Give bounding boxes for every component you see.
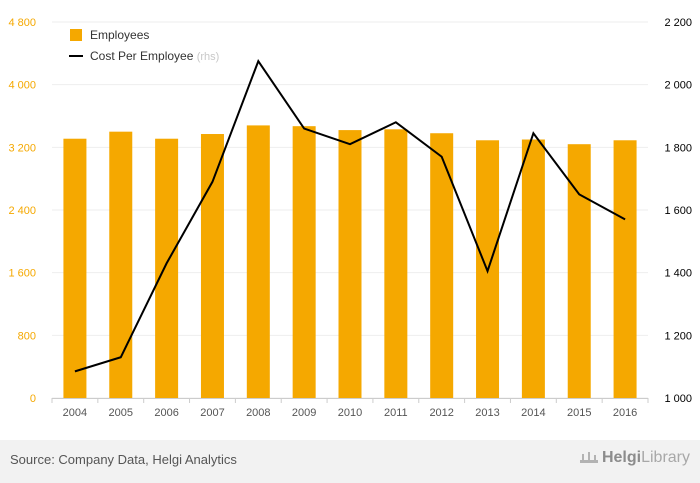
bar <box>155 138 179 398</box>
legend-label-employees: Employees <box>90 28 149 42</box>
bar <box>384 129 408 399</box>
y-right-tick-label: 1 800 <box>664 142 692 154</box>
library-icon <box>579 451 598 463</box>
x-tick-label: 2008 <box>246 407 270 419</box>
x-tick-label: 2007 <box>200 407 224 419</box>
bar <box>338 130 362 398</box>
x-tick-label: 2016 <box>613 407 637 419</box>
x-tick-label: 2011 <box>384 407 408 419</box>
brand-logo: HelgiLibrary <box>579 449 690 467</box>
footer: Source: Company Data, Helgi Analytics He… <box>0 440 700 483</box>
bar <box>63 138 87 398</box>
y-left-tick-label: 2 400 <box>8 205 36 217</box>
x-tick-label: 2012 <box>429 407 453 419</box>
bar <box>246 125 270 399</box>
y-left-tick-label: 800 <box>18 330 36 342</box>
y-right-tick-label: 1 400 <box>664 268 692 280</box>
x-tick-label: 2013 <box>475 407 499 419</box>
x-tick-label: 2014 <box>521 407 545 419</box>
bar <box>292 126 316 398</box>
bar <box>613 140 637 399</box>
x-tick-label: 2006 <box>154 407 178 419</box>
y-left-tick-label: 4 000 <box>8 80 36 92</box>
bar <box>567 144 591 398</box>
y-left-tick-label: 0 <box>30 393 36 405</box>
y-left-tick-label: 1 600 <box>8 268 36 280</box>
y-left-tick-label: 4 800 <box>8 17 36 29</box>
x-tick-label: 2015 <box>567 407 591 419</box>
y-right-tick-label: 2 200 <box>664 17 692 29</box>
legend-suffix-rhs: (rhs) <box>197 51 220 63</box>
y-right-tick-label: 2 000 <box>664 80 692 92</box>
chart: 0 800 1 600 2 400 3 200 4 000 4 800 1 000 1 200 1… <box>8 17 692 419</box>
y-right-tick-label: 1 200 <box>664 330 692 342</box>
x-tick-label: 2004 <box>63 407 87 419</box>
x-tick-label: 2005 <box>109 407 133 419</box>
legend-swatch-employees <box>70 29 82 41</box>
bar <box>521 139 545 398</box>
x-tick-label: 2009 <box>292 407 316 419</box>
y-right-tick-label: 1 000 <box>664 393 692 405</box>
bar <box>109 131 133 398</box>
legend-label-cost-per-employee: Cost Per Employee (rhs) <box>90 49 219 63</box>
y-right-tick-label: 1 600 <box>664 205 692 217</box>
y-left-tick-label: 3 200 <box>8 142 36 154</box>
source-note: Source: Company Data, Helgi Analytics <box>10 452 237 467</box>
x-tick-label: 2010 <box>338 407 362 419</box>
brand-name: Helgi <box>601 449 642 466</box>
bar <box>200 134 224 398</box>
brand-sub: Library <box>641 449 690 466</box>
bar <box>430 133 454 398</box>
